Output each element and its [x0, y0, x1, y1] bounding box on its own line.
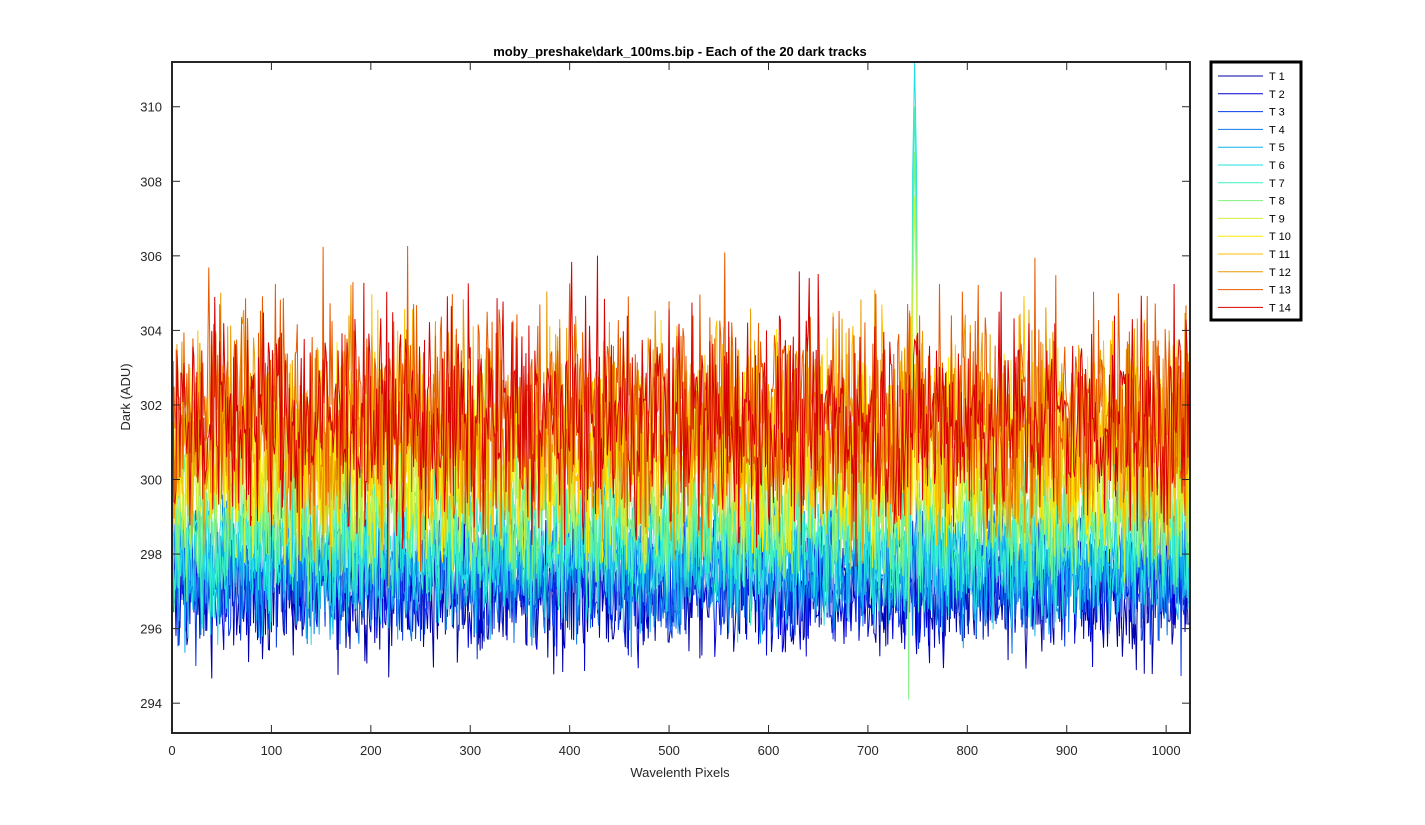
legend-entry: T 5	[1269, 142, 1285, 154]
series-line-t-14	[172, 255, 1190, 586]
legend-entry: T 12	[1269, 267, 1291, 279]
legend-box	[1209, 60, 1303, 322]
y-axis-label: Dark (ADU)	[118, 363, 133, 430]
y-tick-label: 306	[140, 249, 162, 264]
legend-entry: T 14	[1269, 302, 1291, 314]
x-tick-label: 200	[360, 743, 382, 758]
legend-entry: T 9	[1269, 213, 1285, 225]
legend-entry: T 3	[1269, 107, 1285, 119]
legend-entry: T 2	[1269, 89, 1285, 101]
y-tick-label: 304	[140, 323, 162, 338]
y-axis-ticks: 294 296 298 300 302 304 306 308 310	[140, 100, 1190, 711]
x-tick-label: 600	[758, 743, 780, 758]
legend-entry: T 1	[1269, 71, 1285, 83]
legend-entry: T 4	[1269, 124, 1285, 136]
x-tick-label: 800	[956, 743, 978, 758]
x-axis-label: Wavelenth Pixels	[630, 765, 730, 780]
x-tick-label: 1000	[1152, 743, 1181, 758]
plot-lines	[172, 62, 1190, 700]
legend: T 1 T 2 T 3 T 4 T 5 T 6 T 7 T 8 T 9 T 10 T 11 T 12 T…	[1209, 60, 1303, 322]
y-tick-label: 298	[140, 547, 162, 562]
legend-entry: T 10	[1269, 231, 1291, 243]
y-tick-label: 294	[140, 696, 162, 711]
legend-entry: T 8	[1269, 196, 1285, 208]
chart-title: moby_preshake\dark_100ms.bip - Each of t…	[493, 44, 867, 59]
legend-entry: T 13	[1269, 285, 1291, 297]
x-tick-label: 400	[559, 743, 581, 758]
x-tick-label: 100	[261, 743, 283, 758]
legend-entry: T 11	[1269, 249, 1290, 261]
legend-entry: T 6	[1269, 160, 1285, 172]
x-tick-label: 0	[168, 743, 175, 758]
y-tick-label: 302	[140, 398, 162, 413]
y-tick-label: 308	[140, 174, 162, 189]
y-tick-label: 310	[140, 100, 162, 115]
x-tick-label: 900	[1056, 743, 1078, 758]
plot-area-frame	[171, 61, 1191, 734]
legend-entry: T 7	[1269, 178, 1285, 190]
y-tick-label: 300	[140, 473, 162, 488]
x-tick-label: 700	[857, 743, 879, 758]
series-line-t-5	[172, 471, 1190, 653]
y-tick-label: 296	[140, 622, 162, 637]
x-tick-label: 500	[658, 743, 680, 758]
x-axis-ticks: 0 100 200 300 400 500 600 700 800 900 1000	[168, 62, 1181, 758]
x-tick-label: 300	[459, 743, 481, 758]
